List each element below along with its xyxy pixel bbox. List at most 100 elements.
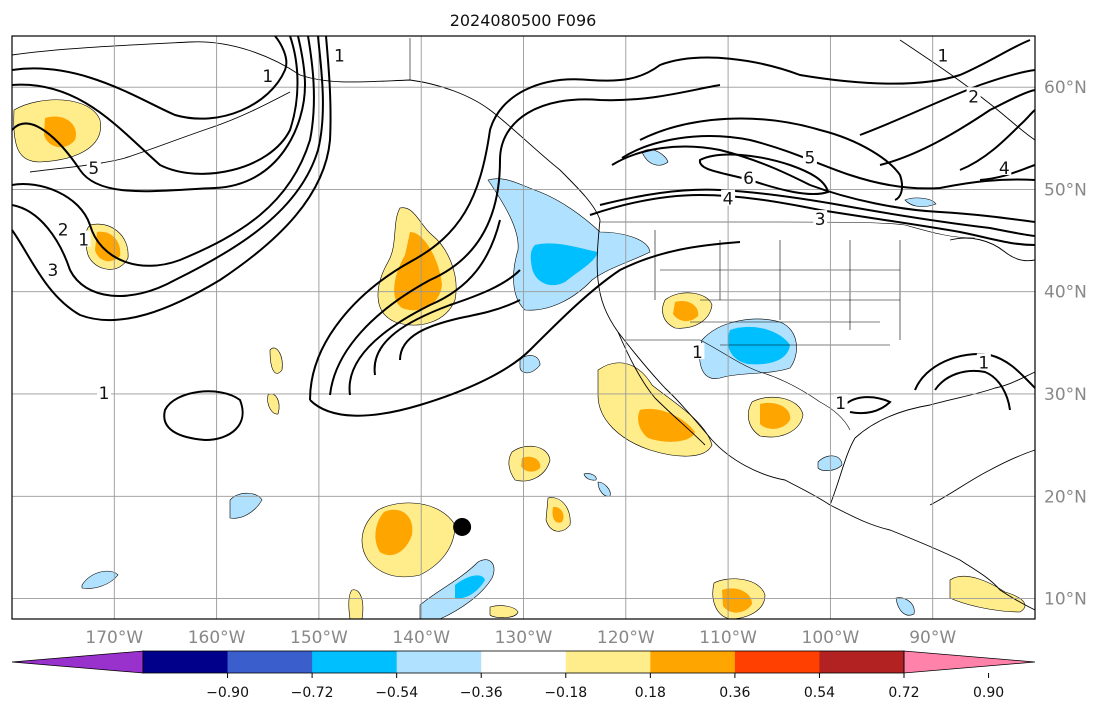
negative-anomaly-core (727, 326, 790, 365)
contour-line (11, 35, 332, 322)
contour-label: 1 (835, 394, 846, 414)
longitude-tick-label: 170°W (85, 628, 143, 648)
contour-label-background (86, 158, 101, 175)
contour-label: 2 (58, 220, 69, 240)
positive-anomaly-region (267, 393, 280, 415)
contour-line (348, 219, 501, 396)
positive-anomaly-core (673, 300, 699, 322)
alaska-coastline (11, 41, 601, 221)
contour-line (329, 84, 721, 396)
contour-line (11, 35, 288, 120)
contour-line (934, 370, 1011, 411)
coastlines (11, 39, 1036, 611)
great-lakes (949, 237, 1036, 262)
colorbar-segment (396, 651, 482, 673)
colorbar-tick-label: −0.18 (544, 685, 587, 701)
contour-label-background (260, 66, 275, 83)
longitude-tick-label: 110°W (699, 628, 757, 648)
contour-label-background (966, 87, 981, 104)
negative-anomaly-core (455, 575, 485, 599)
colorbar-tick-label: 0.54 (804, 685, 835, 701)
aleutian-islands (29, 91, 291, 173)
positive-anomaly-region (489, 605, 519, 618)
positive-anomaly-core (638, 408, 695, 442)
contour-label: 1 (334, 46, 345, 66)
contour-label: 1 (262, 67, 273, 87)
contour-line (698, 153, 830, 196)
contour-line (11, 35, 315, 267)
latitude-labels: 10°N 20°N 30°N 40°N 50°N 60°N (1044, 78, 1087, 609)
colorbar-segment (312, 651, 398, 673)
longitude-tick-label: 90°W (909, 628, 956, 648)
negative-anomaly-core (530, 243, 598, 286)
positive-anomaly-core (394, 232, 442, 311)
latitude-tick-label: 20°N (1044, 487, 1087, 507)
colorbar-tick-label: 0.72 (888, 685, 919, 701)
state-lines (654, 230, 901, 346)
anomaly-shading (13, 99, 1026, 620)
baja-california (617, 331, 706, 446)
contour-label-background (690, 343, 705, 360)
colorbar-tick-label: −0.72 (291, 685, 334, 701)
contour-label: 4 (723, 190, 734, 210)
colorbar-outline (142, 650, 905, 674)
longitude-tick-label: 150°W (290, 628, 348, 648)
contour-label: 1 (938, 46, 949, 66)
contour-line (611, 145, 1036, 223)
colorbar-segment (143, 651, 229, 673)
contour-label: 5 (88, 159, 99, 179)
north-america-west-coast (596, 219, 1036, 611)
positive-anomaly-core (44, 116, 76, 148)
contour-line (163, 390, 244, 442)
colorbar-tick-label: −0.90 (206, 685, 249, 701)
longitude-tick-label: 120°W (597, 628, 655, 648)
latitude-tick-label: 30°N (1044, 385, 1087, 405)
longitude-tick-label: 130°W (495, 628, 553, 648)
contour-label: 1 (978, 353, 989, 373)
contour-lines (11, 35, 1036, 442)
colorbar-tick-label: −0.54 (375, 685, 418, 701)
negative-anomaly-region (81, 570, 119, 589)
colorbar-tick-label: 0.36 (719, 685, 750, 701)
contour-label-background (45, 261, 60, 278)
latitude-tick-label: 50°N (1044, 180, 1087, 200)
negative-anomaly-region (487, 178, 651, 311)
colorbar-tick-label: 0.18 (635, 685, 666, 701)
figure-title: 2024080500 F096 (450, 11, 597, 30)
latitude-tick-label: 60°N (1044, 78, 1087, 98)
contour-label-background (976, 353, 991, 370)
colorbar-segment (565, 651, 651, 673)
contour-line (11, 35, 307, 193)
contour-line (11, 35, 299, 175)
contour-label-background (721, 189, 736, 206)
contour-label: 5 (805, 149, 816, 169)
colorbar-segment (227, 651, 313, 673)
contour-label: 6 (743, 169, 754, 189)
positive-anomaly-core (552, 506, 564, 523)
negative-anomaly-region (583, 473, 597, 481)
positive-anomaly-region (269, 347, 283, 374)
longitude-labels: 170°W 160°W 150°W 140°W 130°W 120°W 110°W 100°W… (85, 628, 956, 648)
contour-label-background (97, 383, 112, 400)
hudson-bay-coast (899, 39, 1036, 141)
contour-label-background (997, 158, 1012, 175)
storm-position-dot (453, 517, 472, 536)
colorbar-tick-label: −0.36 (460, 685, 503, 701)
contour-label: 1 (78, 231, 89, 251)
positive-anomaly-core (722, 588, 752, 613)
us-mexico-border (625, 339, 851, 431)
contour-line (959, 109, 1036, 171)
gulf-of-mexico-coast (829, 371, 1036, 506)
colorbar-segment (734, 651, 820, 673)
colorbar-extend-high (903, 650, 1036, 674)
positive-anomaly-core (521, 456, 541, 472)
contour-line (11, 35, 324, 297)
colorbar-tick-label: 0.90 (973, 685, 1004, 701)
contour-label-background (332, 46, 347, 63)
contour-line (879, 89, 1036, 166)
us-canada-border (600, 221, 976, 239)
contour-line (639, 117, 904, 201)
contour-label-background (802, 148, 817, 165)
